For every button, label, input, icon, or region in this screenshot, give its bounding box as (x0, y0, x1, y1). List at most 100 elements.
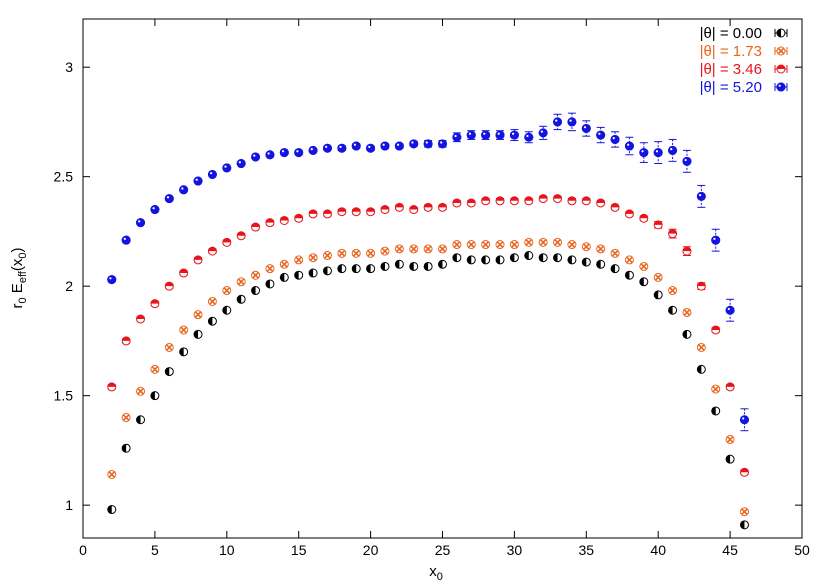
data-point (481, 196, 491, 206)
data-point (380, 246, 390, 256)
data-point (438, 139, 447, 149)
plot-frame (82, 18, 803, 539)
data-point (193, 310, 203, 320)
data-point (567, 117, 577, 127)
data-point (596, 198, 606, 208)
data-point (596, 259, 606, 269)
x-axis-label: x0 (429, 563, 443, 581)
y-axis-label: r0 Eeff(x0) (9, 248, 29, 309)
data-point (696, 364, 706, 374)
data-point (107, 382, 117, 392)
data-point (351, 264, 361, 274)
x-tick-label: 45 (722, 542, 738, 558)
data-point (653, 148, 663, 158)
data-point (265, 279, 275, 289)
data-point (251, 222, 261, 232)
x-tick-label: 25 (435, 542, 451, 558)
data-point (222, 237, 232, 247)
data-point (294, 255, 304, 265)
data-point (222, 163, 232, 173)
data-point (423, 139, 433, 149)
data-point (265, 264, 275, 274)
data-point (668, 305, 678, 315)
error-bar (639, 142, 648, 163)
data-point (725, 305, 735, 315)
data-point (294, 213, 304, 223)
data-point (466, 240, 476, 250)
data-point (394, 244, 404, 254)
data-point (481, 255, 491, 265)
y-tick-label: 2 (65, 278, 73, 294)
data-point (581, 257, 591, 267)
ticks-layer: 0 5 10 15 20 25 30 35 40 45 50 1 1.5 2 2.5 3 (54, 19, 810, 558)
errorbars-layer (107, 112, 749, 475)
data-point (553, 253, 563, 263)
data-point (394, 202, 404, 212)
data-point (725, 382, 735, 392)
x-tick-label: 0 (79, 542, 87, 558)
data-point (193, 176, 203, 186)
x-tick-label: 50 (794, 542, 810, 558)
data-point (509, 240, 519, 250)
data-point (509, 196, 519, 206)
data-point (236, 231, 246, 241)
data-point (624, 209, 634, 219)
data-point (624, 270, 634, 280)
data-point (596, 130, 606, 140)
data-point (322, 143, 332, 153)
data-point (452, 132, 462, 142)
data-point (524, 196, 534, 206)
data-point (653, 220, 663, 230)
data-point (653, 272, 663, 282)
legend-label: |θ| = 1.73 (700, 43, 762, 60)
data-point (423, 261, 433, 271)
data-point (207, 316, 217, 326)
data-point (279, 215, 289, 225)
legend-swatch (774, 82, 788, 92)
data-point (466, 255, 476, 265)
data-point (639, 261, 649, 271)
legend-swatch (774, 28, 788, 38)
data-point (136, 218, 146, 228)
data-point (481, 240, 491, 250)
y-tick-label: 1 (65, 497, 73, 513)
legend-label: |θ| = 0.00 (700, 25, 762, 42)
data-point (653, 290, 663, 300)
data-point (553, 117, 563, 127)
data-point (150, 391, 160, 401)
data-point (567, 240, 577, 250)
data-point (495, 255, 505, 265)
data-point (366, 143, 376, 153)
data-point (222, 286, 232, 296)
data-point (409, 244, 419, 254)
data-point (610, 248, 620, 258)
data-point (351, 141, 361, 151)
data-point (452, 240, 462, 250)
legend-swatch (774, 64, 788, 74)
data-point (179, 185, 189, 195)
data-point (409, 205, 419, 215)
data-point (351, 207, 361, 217)
data-point (337, 143, 347, 153)
data-point (553, 237, 563, 247)
data-point (366, 207, 376, 217)
x-tick-label: 20 (363, 542, 379, 558)
data-point (265, 150, 275, 160)
data-point (538, 194, 548, 204)
data-point (466, 130, 476, 140)
data-point (265, 218, 275, 228)
data-point (164, 342, 174, 352)
data-point (337, 248, 347, 258)
data-point (452, 198, 462, 208)
legend-marker (776, 28, 786, 38)
data-point (380, 205, 390, 215)
legend-label: |θ| = 3.46 (700, 61, 762, 78)
data-point (380, 261, 390, 271)
data-point (164, 367, 174, 377)
data-point (423, 244, 433, 254)
legend-label: |θ| = 5.20 (700, 79, 762, 96)
data-point (509, 130, 519, 140)
data-point (136, 415, 146, 425)
legend: |θ| = 0.00|θ| = 1.73|θ| = 3.46|θ| = 5.20 (700, 25, 788, 96)
